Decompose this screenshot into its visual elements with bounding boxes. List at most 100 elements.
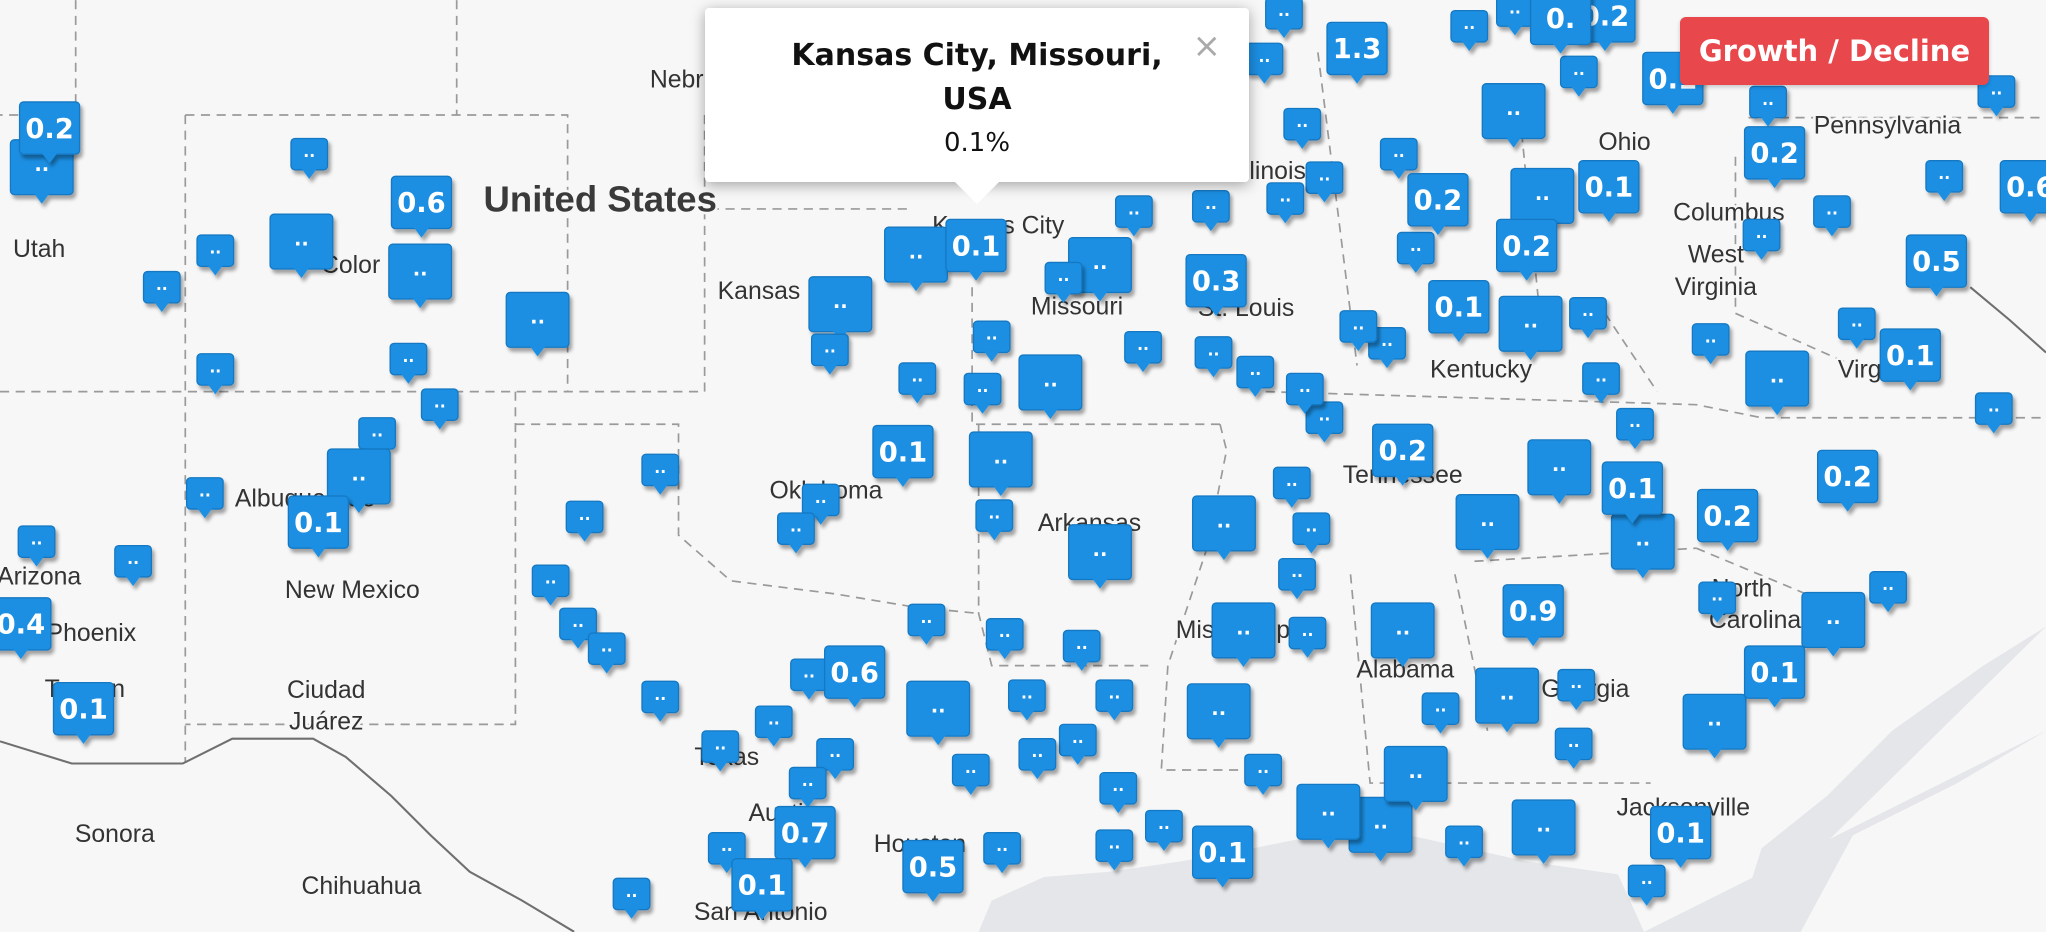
marker[interactable]: .. bbox=[701, 730, 740, 772]
marker[interactable]: .. bbox=[1245, 42, 1284, 84]
marker[interactable]: .. bbox=[531, 564, 570, 606]
marker[interactable]: .. bbox=[1191, 495, 1256, 560]
marker[interactable]: .. bbox=[1044, 261, 1083, 303]
marker[interactable]: .. bbox=[1527, 439, 1592, 504]
marker[interactable]: .. bbox=[1396, 231, 1435, 273]
marker[interactable]: 0.1 bbox=[1879, 328, 1941, 391]
marker[interactable]: 0.2 bbox=[18, 101, 81, 164]
marker[interactable]: .. bbox=[1370, 602, 1435, 667]
marker[interactable]: .. bbox=[290, 137, 329, 179]
marker[interactable]: .. bbox=[801, 483, 840, 525]
marker[interactable]: .. bbox=[612, 877, 651, 919]
marker[interactable]: .. bbox=[790, 658, 828, 700]
marker[interactable]: 0.3 bbox=[1185, 253, 1247, 316]
marker[interactable]: .. bbox=[1114, 195, 1153, 237]
marker[interactable]: .. bbox=[185, 477, 224, 519]
marker[interactable]: .. bbox=[1749, 85, 1787, 127]
growth-decline-button[interactable]: Growth / Decline bbox=[1680, 17, 1989, 85]
marker[interactable]: .. bbox=[1062, 629, 1101, 671]
marker[interactable]: .. bbox=[1559, 55, 1598, 97]
marker[interactable]: .. bbox=[1569, 297, 1607, 339]
marker[interactable]: 0.2 bbox=[1743, 126, 1806, 189]
marker[interactable]: .. bbox=[1627, 864, 1666, 906]
marker[interactable]: .. bbox=[1745, 350, 1810, 416]
marker[interactable]: .. bbox=[975, 499, 1014, 541]
marker[interactable]: .. bbox=[1266, 182, 1305, 224]
marker[interactable]: .. bbox=[1379, 137, 1418, 179]
marker[interactable]: .. bbox=[1610, 513, 1675, 579]
marker[interactable]: .. bbox=[1283, 107, 1322, 149]
marker[interactable]: .. bbox=[1682, 693, 1747, 759]
marker[interactable]: .. bbox=[1186, 683, 1251, 748]
marker[interactable]: 0.1 bbox=[1601, 461, 1664, 524]
marker[interactable]: .. bbox=[1272, 466, 1311, 508]
marker[interactable]: .. bbox=[1211, 602, 1276, 667]
marker[interactable]: 0.1 bbox=[1191, 825, 1254, 888]
marker[interactable]: 0.5 bbox=[902, 839, 964, 902]
marker[interactable]: 0.1 bbox=[52, 681, 115, 744]
marker[interactable]: .. bbox=[1068, 524, 1132, 589]
marker[interactable]: .. bbox=[1616, 407, 1654, 450]
marker[interactable]: .. bbox=[972, 320, 1011, 362]
marker[interactable]: .. bbox=[1236, 355, 1275, 397]
marker[interactable]: .. bbox=[1837, 307, 1876, 349]
marker[interactable]: .. bbox=[1058, 723, 1097, 765]
marker[interactable]: .. bbox=[389, 342, 428, 384]
marker[interactable]: .. bbox=[1278, 557, 1316, 600]
marker[interactable]: .. bbox=[1554, 727, 1593, 769]
marker[interactable]: .. bbox=[1510, 167, 1575, 233]
marker[interactable]: 0.1 bbox=[287, 495, 350, 558]
marker[interactable]: 0.1 bbox=[731, 858, 793, 921]
marker[interactable]: .. bbox=[968, 431, 1033, 497]
marker[interactable]: .. bbox=[985, 618, 1024, 660]
marker[interactable]: .. bbox=[1421, 692, 1460, 734]
marker[interactable]: 1.3 bbox=[1326, 21, 1388, 84]
marker[interactable]: .. bbox=[1145, 809, 1183, 851]
marker[interactable]: 0.1 bbox=[1743, 645, 1806, 708]
marker[interactable]: .. bbox=[1869, 571, 1908, 613]
marker[interactable]: .. bbox=[641, 453, 680, 495]
marker[interactable]: .. bbox=[142, 270, 181, 313]
marker[interactable]: .. bbox=[1475, 667, 1540, 733]
marker[interactable]: .. bbox=[559, 607, 597, 649]
close-button[interactable]: × bbox=[1192, 26, 1222, 66]
marker[interactable]: .. bbox=[269, 213, 334, 279]
marker[interactable]: .. bbox=[1296, 783, 1361, 849]
marker[interactable]: .. bbox=[1691, 323, 1730, 365]
marker[interactable]: .. bbox=[420, 388, 459, 430]
marker[interactable]: .. bbox=[1095, 829, 1134, 871]
marker[interactable]: .. bbox=[641, 680, 680, 722]
marker[interactable]: .. bbox=[196, 353, 235, 395]
marker[interactable]: .. bbox=[1368, 327, 1406, 369]
marker[interactable]: 0.4 bbox=[0, 597, 52, 660]
marker[interactable]: .. bbox=[587, 632, 626, 674]
marker[interactable]: 0.2 bbox=[1407, 173, 1469, 236]
marker[interactable]: .. bbox=[1557, 668, 1596, 711]
marker[interactable]: .. bbox=[951, 753, 990, 795]
marker[interactable]: .. bbox=[754, 705, 793, 747]
marker[interactable]: 0.6 bbox=[1999, 160, 2046, 222]
marker[interactable]: .. bbox=[907, 603, 946, 645]
marker[interactable]: .. bbox=[1305, 401, 1344, 443]
marker[interactable]: 0.7 bbox=[774, 805, 836, 868]
marker[interactable]: .. bbox=[17, 525, 56, 567]
marker[interactable]: .. bbox=[884, 226, 948, 292]
marker[interactable]: .. bbox=[1698, 581, 1737, 623]
marker[interactable]: .. bbox=[1511, 799, 1576, 864]
marker[interactable]: .. bbox=[1191, 190, 1230, 232]
marker[interactable]: .. bbox=[326, 448, 391, 513]
marker[interactable]: .. bbox=[788, 766, 827, 808]
marker[interactable]: .. bbox=[1305, 161, 1344, 203]
marker[interactable]: 0.5 bbox=[1905, 234, 1968, 297]
marker[interactable]: .. bbox=[1244, 753, 1283, 795]
marker[interactable]: 0.2 bbox=[1372, 423, 1434, 486]
marker[interactable]: .. bbox=[196, 234, 235, 276]
marker[interactable]: .. bbox=[1018, 738, 1057, 780]
marker[interactable]: 0.1 bbox=[1578, 160, 1640, 222]
marker[interactable]: .. bbox=[1099, 771, 1138, 814]
marker[interactable]: 0.6 bbox=[390, 175, 453, 238]
marker[interactable]: 0. bbox=[1529, 0, 1592, 54]
marker[interactable]: .. bbox=[1018, 354, 1083, 420]
marker[interactable]: .. bbox=[707, 832, 746, 874]
marker[interactable]: .. bbox=[1285, 372, 1324, 414]
